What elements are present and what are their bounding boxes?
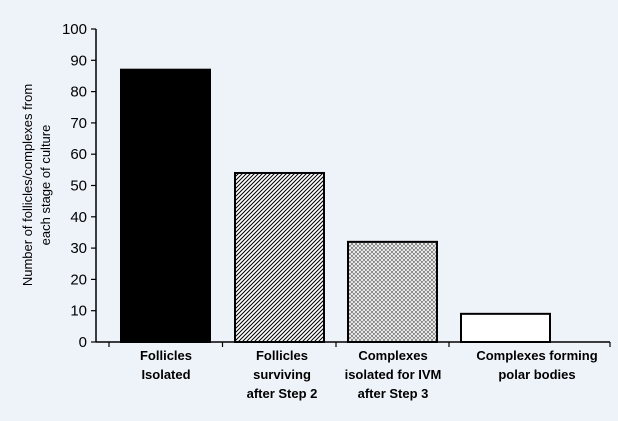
y-tick-label: 40 [70, 209, 87, 226]
x-category-label-line: polar bodies [498, 367, 575, 382]
y-axis-label-line: Number of follicles/complexes from [20, 84, 35, 286]
x-category-label: Follicles surviving after Step 2 [247, 348, 318, 401]
bars [120, 68, 551, 343]
y-tick-label: 0 [79, 334, 87, 351]
y-tick-label: 100 [62, 21, 87, 38]
bar-2 [234, 171, 325, 343]
x-category-label: Follicles Isolated [140, 348, 192, 382]
x-category-label-line: Follicles [140, 348, 192, 363]
bar-4 [460, 312, 551, 343]
y-tick-label: 70 [70, 115, 87, 132]
bar-3 [347, 240, 438, 343]
x-tick-labels: Follicles Isolated Follicles surviving after… [140, 348, 598, 401]
y-axis-title: Number of follicles/complexes from each s… [20, 84, 53, 286]
x-category-label-line: Isolated [141, 367, 190, 382]
x-category-label-line: Follicles [256, 348, 308, 363]
y-tick-label: 60 [70, 146, 87, 163]
x-category-label-line: Complexes forming [476, 348, 597, 363]
y-axis-label-line: each stage of culture [38, 125, 53, 246]
x-category-label-line: isolated for IVM [345, 367, 442, 382]
x-category-label-line: after Step 3 [358, 386, 429, 401]
y-tick-label: 10 [70, 303, 87, 320]
x-category-label-line: surviving [253, 367, 311, 382]
x-category-label-line: after Step 2 [247, 386, 318, 401]
bar-1 [120, 68, 211, 343]
x-category-label: Complexes forming polar bodies [476, 348, 597, 382]
y-tick-label: 50 [70, 178, 87, 195]
y-tick-label: 20 [70, 271, 87, 288]
y-tick-label: 30 [70, 240, 87, 257]
axes: 0 10 20 30 40 50 60 70 80 90 100 [62, 21, 611, 351]
x-category-label: Complexes isolated for IVM after Step 3 [345, 348, 442, 401]
y-axis-label: Number of follicles/complexes from each s… [20, 84, 53, 286]
y-tick-label: 90 [70, 52, 87, 69]
x-category-label-line: Complexes [358, 348, 427, 363]
y-tick-label: 80 [70, 84, 87, 101]
